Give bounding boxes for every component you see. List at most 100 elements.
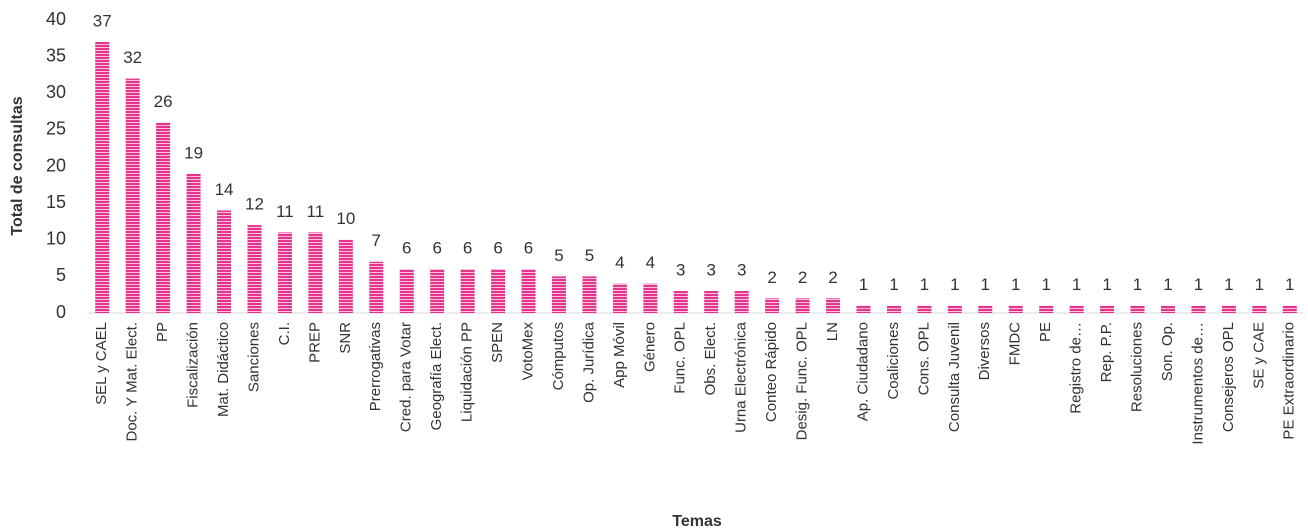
- bar: [1191, 305, 1206, 313]
- data-label: 14: [215, 180, 234, 199]
- x-tick-label: Cómputos: [550, 322, 567, 390]
- bar: [125, 78, 140, 313]
- data-label: 19: [184, 143, 203, 162]
- x-tick-label: PP: [154, 322, 171, 342]
- bar: [1100, 305, 1115, 313]
- x-tick-label: App Móvil: [611, 322, 628, 388]
- data-label: 1: [1224, 275, 1233, 294]
- x-tick-label: Cred. para Votar: [398, 322, 415, 432]
- x-tick-label: Rep. P.P.: [1098, 322, 1115, 382]
- data-label: 1: [1255, 275, 1264, 294]
- y-tick-label: 10: [46, 229, 66, 249]
- x-tick-label: Liquidación PP: [459, 322, 476, 422]
- bar: [856, 305, 871, 313]
- bar: [886, 305, 901, 313]
- data-label: 11: [307, 202, 325, 221]
- data-label: 6: [493, 239, 502, 258]
- data-label: 1: [981, 275, 990, 294]
- bar: [643, 283, 658, 313]
- y-tick-label: 20: [46, 155, 66, 175]
- data-label: 26: [154, 92, 173, 111]
- y-tick-label: 35: [46, 45, 66, 65]
- bar: [1039, 305, 1054, 313]
- x-tick-label: Registro de…: [1068, 322, 1085, 414]
- x-tick-label: Consejeros OPL: [1220, 322, 1237, 432]
- x-tick-label: C.I.: [276, 322, 293, 345]
- bar: [765, 298, 780, 313]
- bar: [521, 269, 536, 313]
- x-tick-label: Urna Electrónica: [733, 321, 750, 433]
- y-tick-label: 30: [46, 82, 66, 102]
- data-label: 1: [1133, 275, 1142, 294]
- x-tick-label: Func. OPL: [672, 322, 689, 394]
- y-axis-title: Total de consultas: [9, 96, 26, 235]
- x-tick-label: VotoMex: [519, 322, 536, 381]
- x-tick-label: Coaliciones: [885, 322, 902, 400]
- data-label: 5: [554, 246, 563, 265]
- data-label: 5: [585, 246, 594, 265]
- bar: [1221, 305, 1236, 313]
- x-tick-label: Doc. Y Mat. Elect.: [124, 322, 141, 442]
- data-label: 1: [1285, 275, 1294, 294]
- data-label: 1: [1102, 275, 1111, 294]
- x-tick-label: Consulta Juvenil: [946, 322, 963, 432]
- data-label: 2: [798, 268, 807, 287]
- x-tick-label: SNR: [337, 322, 354, 354]
- y-tick-label: 40: [46, 9, 66, 29]
- bar: [247, 225, 262, 313]
- data-label: 6: [402, 239, 411, 258]
- x-tick-label: Son. Op.: [1159, 322, 1176, 381]
- bar: [1160, 305, 1175, 313]
- data-label: 3: [737, 261, 746, 280]
- bar: [491, 269, 506, 313]
- bar: [460, 269, 475, 313]
- x-tick-label: PE: [1037, 322, 1054, 342]
- data-label: 1: [1194, 275, 1203, 294]
- bar: [1282, 305, 1297, 313]
- bar: [338, 239, 353, 313]
- bar: [186, 173, 201, 313]
- x-tick-label: Geografía Elect.: [428, 322, 445, 430]
- bar: [1130, 305, 1145, 313]
- bar: [704, 291, 719, 313]
- x-tick-label: Sanciones: [245, 322, 262, 392]
- x-tick-label: Mat. Didáctico: [215, 322, 232, 417]
- bar: [217, 210, 232, 313]
- x-tick-label: PE Extraordinario: [1281, 322, 1298, 440]
- y-tick-label: 0: [56, 302, 66, 322]
- x-tick-label: Instrumentos de…: [1189, 322, 1206, 445]
- x-tick-label: Desig. Func. OPL: [794, 322, 811, 440]
- bar: [156, 122, 171, 313]
- bar: [1008, 305, 1023, 313]
- bar: [978, 305, 993, 313]
- data-label: 6: [524, 239, 533, 258]
- bar: [1252, 305, 1267, 313]
- data-label: 6: [463, 239, 472, 258]
- data-label: 1: [1163, 275, 1172, 294]
- x-tick-label: Cons. OPL: [915, 322, 932, 395]
- data-label: 11: [276, 202, 294, 221]
- data-label: 1: [1041, 275, 1050, 294]
- bar: [582, 276, 597, 313]
- data-label: 1: [889, 275, 898, 294]
- bar: [795, 298, 810, 313]
- bar: [612, 283, 627, 313]
- data-label: 1: [1072, 275, 1081, 294]
- data-label: 1: [1011, 275, 1020, 294]
- x-tick-label: SEL y CAEL: [93, 322, 110, 405]
- bar: [551, 276, 566, 313]
- x-tick-label: PREP: [306, 322, 323, 363]
- data-label: 10: [336, 209, 355, 228]
- x-tick-label: Fiscalización: [185, 322, 202, 408]
- bar: [826, 298, 841, 313]
- data-label: 4: [615, 253, 624, 272]
- bar: [947, 305, 962, 313]
- bar: [95, 41, 110, 313]
- x-tick-label: Conteo Rápido: [763, 322, 780, 422]
- x-tick-label: Diversos: [976, 322, 993, 380]
- x-tick-label: Obs. Elect.: [702, 322, 719, 395]
- data-label: 32: [123, 48, 142, 67]
- bar: [399, 269, 414, 313]
- bar: [308, 232, 323, 313]
